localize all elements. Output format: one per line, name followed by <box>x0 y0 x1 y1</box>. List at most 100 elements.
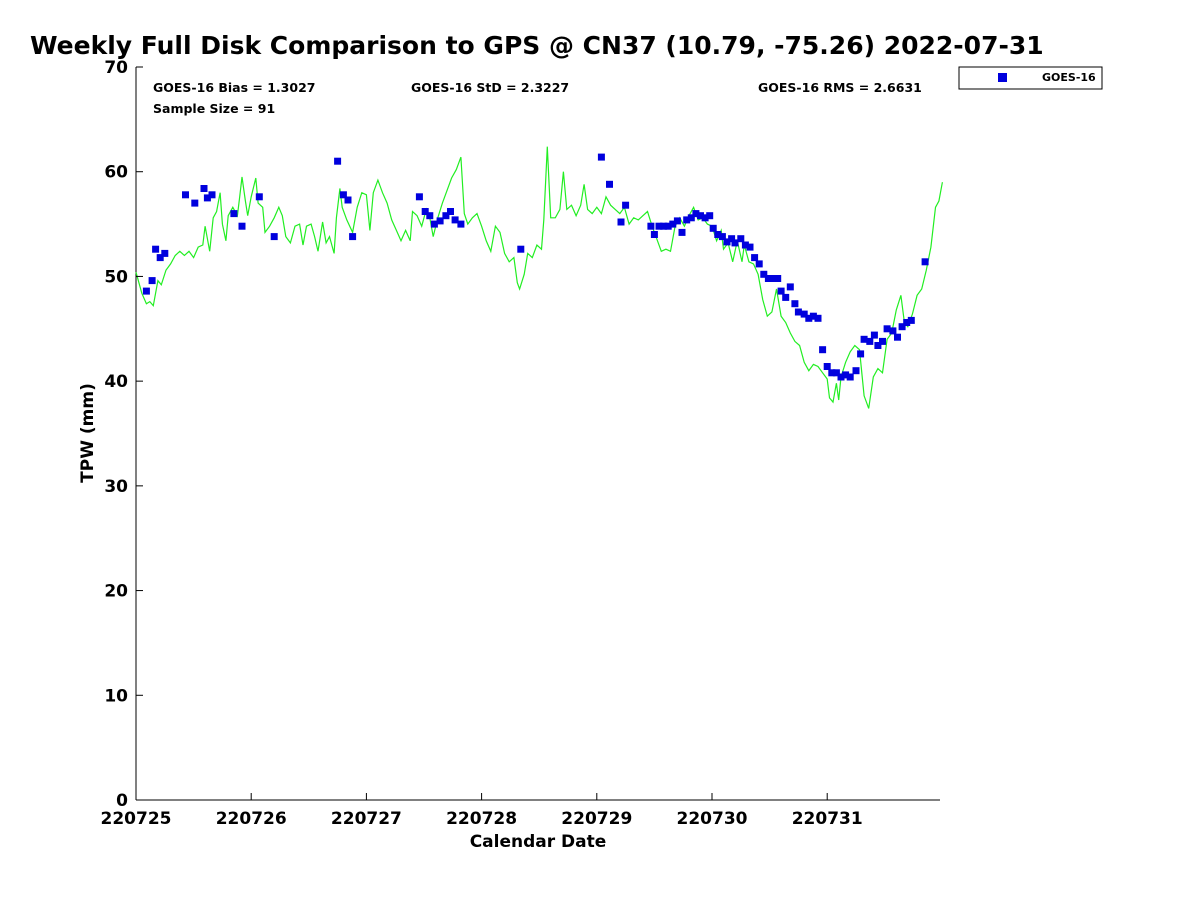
bias-stat: GOES-16 Bias = 1.3027 <box>153 80 315 95</box>
goes-point <box>597 153 605 161</box>
x-tick-label: 220729 <box>561 809 632 829</box>
goes-point <box>737 235 745 243</box>
y-tick-label: 50 <box>104 267 128 287</box>
y-tick-label: 60 <box>104 163 128 183</box>
goes-point <box>852 367 860 375</box>
goes-point <box>200 185 208 192</box>
goes-point <box>828 369 836 377</box>
goes-point <box>782 293 790 301</box>
goes-point <box>148 277 156 285</box>
goes-point <box>800 310 808 318</box>
y-tick-label: 40 <box>104 372 128 392</box>
goes-point <box>728 235 736 243</box>
goes-point <box>723 238 731 246</box>
goes-point <box>238 222 246 230</box>
goes-point <box>870 331 878 339</box>
y-tick-label: 20 <box>104 582 128 602</box>
goes-point <box>857 350 865 358</box>
goes-point <box>832 369 840 377</box>
goes-point <box>208 191 216 199</box>
goes-point <box>837 373 845 381</box>
goes-point <box>709 224 717 232</box>
goes-point <box>270 233 278 241</box>
x-tick-label: 220725 <box>101 809 172 829</box>
gps-series <box>135 146 943 409</box>
goes-point <box>774 275 782 282</box>
goes-point <box>805 314 813 322</box>
goes-point <box>647 222 655 230</box>
y-axis-label: TPW (mm) <box>78 383 98 483</box>
goes-point <box>436 217 444 225</box>
goes-point <box>879 337 886 345</box>
goes-point <box>701 214 709 222</box>
goes-point <box>669 220 677 228</box>
goes-point <box>883 325 891 333</box>
goes-point <box>339 191 347 199</box>
y-tick-label: 70 <box>104 58 128 78</box>
x-tick-label: 220728 <box>446 809 517 829</box>
goes-point <box>794 308 802 316</box>
goes-point <box>426 212 434 220</box>
y-tick-label: 0 <box>116 791 128 811</box>
goes-point <box>678 228 686 236</box>
legend: GOES-16 <box>958 66 1103 90</box>
goes-point <box>898 323 906 331</box>
goes-point <box>760 270 768 278</box>
x-tick-label: 220730 <box>677 809 748 829</box>
goes-point <box>622 201 630 209</box>
goes-point <box>718 233 726 241</box>
goes-point <box>203 194 211 202</box>
goes-point <box>751 254 759 262</box>
goes-point <box>791 300 799 308</box>
x-tick-label: 220731 <box>792 809 863 829</box>
goes-point <box>415 193 423 201</box>
sample-size-stat: Sample Size = 91 <box>153 101 275 116</box>
goes-point <box>191 199 199 207</box>
goes-series <box>142 153 929 381</box>
goes-point <box>777 287 785 295</box>
goes-point <box>697 212 704 220</box>
goes-point <box>442 212 450 220</box>
goes-point <box>903 319 911 326</box>
goes-point <box>182 191 189 199</box>
goes-point <box>755 260 763 268</box>
goes-point <box>344 196 352 204</box>
legend-marker-goes <box>998 73 1007 82</box>
goes-point <box>664 222 672 230</box>
goes-point <box>152 245 160 253</box>
goes-point <box>430 220 438 228</box>
goes-point <box>655 222 663 230</box>
goes-point <box>156 254 164 262</box>
goes-point <box>650 231 658 238</box>
std-stat: GOES-16 StD = 2.3227 <box>411 80 569 95</box>
goes-point <box>517 245 525 253</box>
goes-point <box>447 208 454 215</box>
y-tick-label: 10 <box>104 686 128 706</box>
goes-point <box>907 316 915 324</box>
goes-point <box>814 314 822 322</box>
goes-point <box>746 243 754 251</box>
goes-point <box>142 287 150 295</box>
rms-stat: GOES-16 RMS = 2.6631 <box>758 80 922 95</box>
goes-point <box>866 337 874 345</box>
goes-point <box>673 217 681 225</box>
gps-line <box>135 146 943 409</box>
goes-point <box>349 233 357 241</box>
chart-title: Weekly Full Disk Comparison to GPS @ CN3… <box>30 31 1044 60</box>
goes-point <box>764 275 772 282</box>
goes-point <box>846 373 854 381</box>
goes-point <box>706 212 714 220</box>
goes-point <box>230 210 238 218</box>
goes-point <box>457 220 465 228</box>
goes-point <box>860 335 868 343</box>
goes-point <box>874 342 882 349</box>
x-tick-label: 220727 <box>331 809 402 829</box>
goes-point <box>161 249 169 257</box>
goes-point <box>660 222 668 230</box>
goes-point <box>617 218 625 226</box>
goes-point <box>421 208 429 215</box>
goes-point <box>334 157 342 165</box>
plot-axes <box>135 67 940 801</box>
goes-point <box>769 275 777 282</box>
